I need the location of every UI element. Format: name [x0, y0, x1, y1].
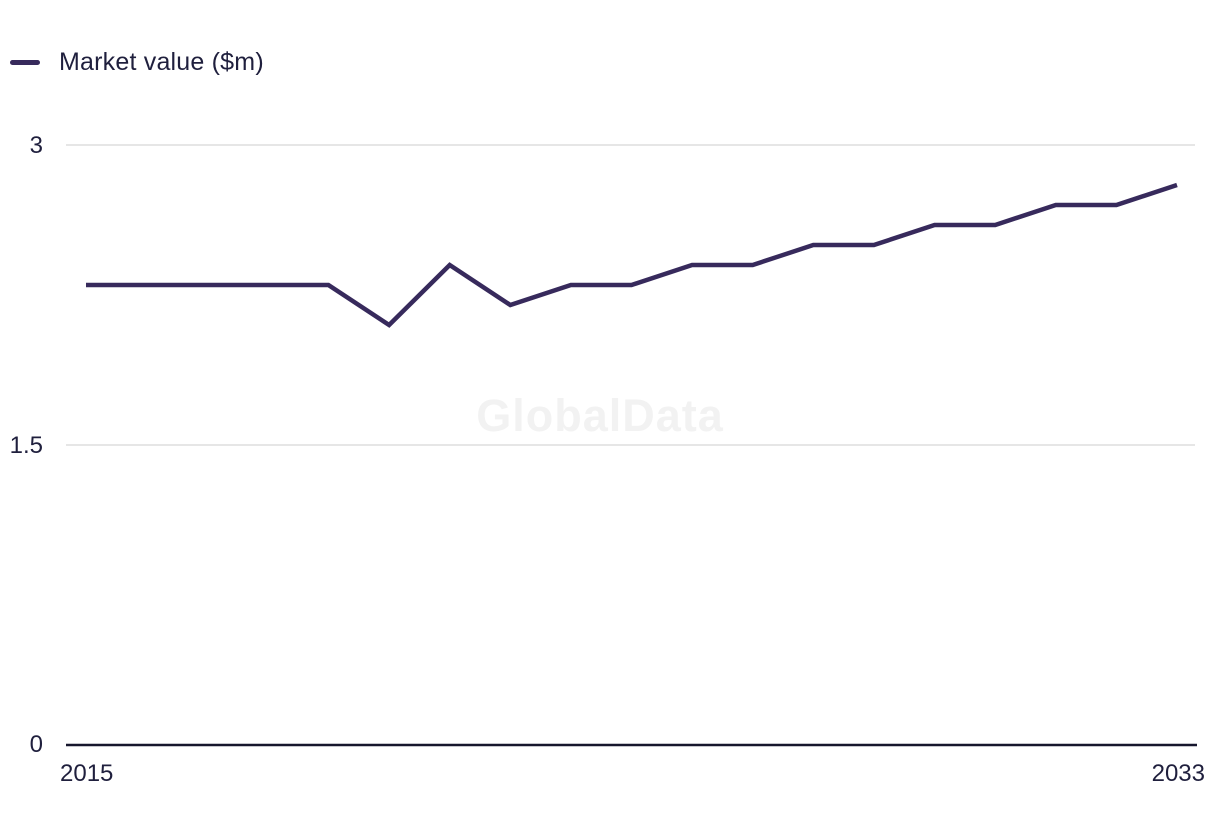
- legend-label: Market value ($m): [59, 48, 264, 76]
- y-axis-tick-3: 3: [29, 132, 43, 159]
- x-axis-tick-last-year: 2033: [1151, 760, 1205, 787]
- y-axis-tick-1-5: 1.5: [9, 432, 43, 459]
- globaldata-watermark: GlobalData: [476, 390, 724, 441]
- y-axis-tick-0: 0: [29, 731, 43, 758]
- legend-line-swatch: [10, 60, 40, 65]
- x-axis-tick-first-year: 2015: [60, 760, 114, 787]
- market-value-line: [86, 182, 1178, 328]
- legend: Market value ($m): [10, 48, 264, 77]
